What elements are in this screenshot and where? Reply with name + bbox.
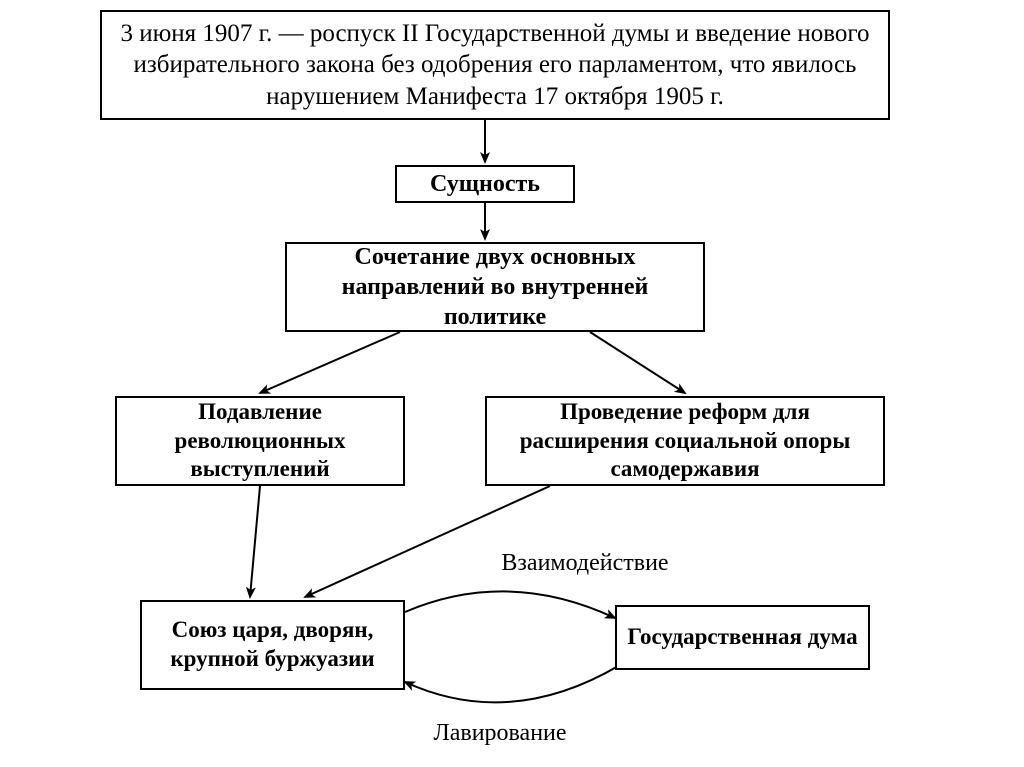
node-combo: Сочетание двух основных направлений во в… xyxy=(285,242,705,332)
node-right-bottom-text: Государственная дума xyxy=(627,623,857,652)
node-top-text: 3 июня 1907 г. — роспуск II Государствен… xyxy=(112,18,878,112)
node-left-bottom-text: Союз царя, дворян, крупной буржуазии xyxy=(152,616,393,674)
node-left-bottom: Союз царя, дворян, крупной буржуазии xyxy=(140,600,405,690)
diagram-stage: 3 июня 1907 г. — роспуск II Государствен… xyxy=(90,10,920,757)
label-maneuvering: Лавирование xyxy=(400,720,600,747)
node-essence: Сущность xyxy=(395,165,575,203)
label-interaction-text: Взаимодействие xyxy=(501,550,668,576)
node-right-mid-text: Проведение реформ для расширения социаль… xyxy=(497,398,873,484)
node-left-mid: Подавление революционных выступлений xyxy=(115,396,405,486)
node-combo-text: Сочетание двух основных направлений во в… xyxy=(297,242,693,332)
label-maneuvering-text: Лавирование xyxy=(433,720,566,746)
node-right-bottom: Государственная дума xyxy=(615,605,870,670)
label-interaction: Взаимодействие xyxy=(470,550,700,577)
node-top: 3 июня 1907 г. — роспуск II Государствен… xyxy=(100,10,890,120)
node-essence-text: Сущность xyxy=(430,169,540,199)
node-left-mid-text: Подавление революционных выступлений xyxy=(127,398,393,484)
node-right-mid: Проведение реформ для расширения социаль… xyxy=(485,396,885,486)
